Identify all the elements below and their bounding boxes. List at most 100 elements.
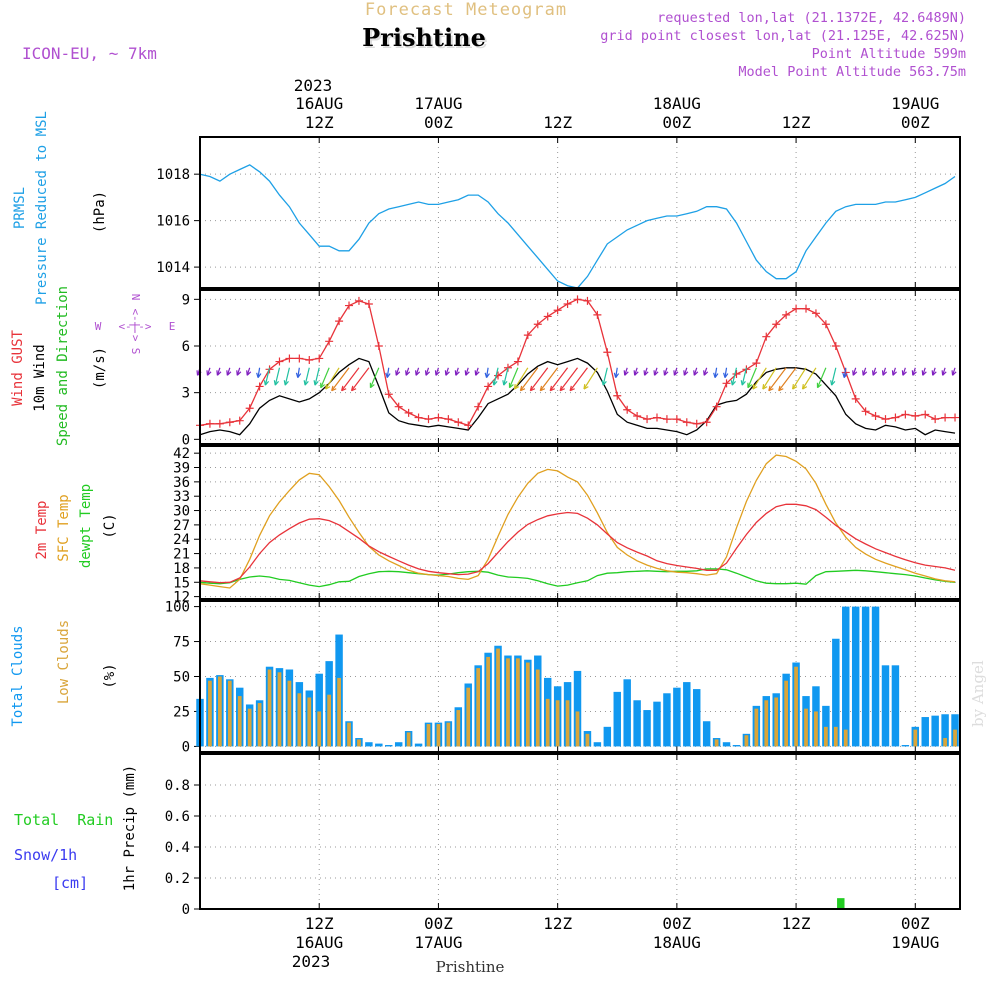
point-altitude: Point Altitude 599m bbox=[812, 46, 966, 62]
total-cloud-bar bbox=[842, 606, 850, 747]
low-cloud-bar bbox=[525, 662, 530, 747]
total-clouds-label: Total Clouds bbox=[10, 625, 26, 726]
wind-direction-arrow bbox=[768, 367, 787, 392]
wind-arrow-head bbox=[295, 372, 302, 378]
bottom-date-label: 16AUG bbox=[295, 933, 343, 952]
tsfc-label: SFC Temp bbox=[56, 494, 72, 561]
gust-marker bbox=[523, 331, 532, 340]
low-cloud-bar bbox=[833, 726, 838, 747]
wind-arrow-head bbox=[852, 370, 858, 376]
wind-arrow-head bbox=[762, 384, 768, 390]
gust-marker bbox=[752, 359, 761, 368]
wind-arrow-head bbox=[941, 370, 947, 376]
gust-marker bbox=[772, 320, 781, 329]
wind-arrow-head bbox=[492, 380, 498, 386]
gust-marker bbox=[513, 357, 522, 366]
top-hour-label: 00Z bbox=[662, 113, 691, 132]
low-cloud-bar bbox=[476, 668, 481, 747]
gust-marker bbox=[911, 412, 920, 420]
location-title: Prishtine bbox=[364, 25, 488, 54]
gust-marker bbox=[643, 415, 652, 424]
wind-arrow-head bbox=[653, 370, 659, 376]
total-cloud-bar bbox=[385, 745, 393, 747]
wind-direction-arrow bbox=[569, 367, 588, 392]
t2m-line bbox=[199, 503, 956, 584]
gust-marker bbox=[672, 415, 681, 424]
y-tick-label: 39 bbox=[173, 461, 190, 477]
y-tick-label: 100 bbox=[165, 600, 190, 616]
wind-arrow-head bbox=[369, 382, 375, 389]
gust-marker bbox=[821, 320, 830, 329]
gust-marker bbox=[951, 413, 960, 422]
low-cloud-bar bbox=[794, 666, 798, 747]
bottom-date-label: 19AUG bbox=[891, 933, 939, 952]
wind-arrow-head bbox=[643, 370, 649, 376]
wind-direction-arrow bbox=[284, 367, 290, 386]
low-cloud-bar bbox=[327, 694, 332, 747]
gust-marker bbox=[652, 413, 661, 422]
low-cloud-bar bbox=[426, 724, 431, 747]
gust-marker bbox=[881, 415, 890, 424]
wind-arrow-head bbox=[569, 385, 575, 392]
wind-arrow-head bbox=[816, 382, 822, 389]
low-cloud-bar bbox=[744, 735, 749, 747]
clouds-panel: 0 25 50 75 100 bbox=[165, 600, 961, 755]
clouds-unit: (%) bbox=[102, 663, 118, 688]
y-tick-label: 24 bbox=[173, 532, 190, 548]
wind-direction-arrow bbox=[762, 367, 777, 390]
wind-arrow-head bbox=[502, 380, 508, 386]
low-cloud-bar bbox=[804, 708, 808, 747]
wind-arrow-head bbox=[313, 380, 319, 386]
gust-marker bbox=[941, 413, 950, 422]
top-date-label: 19AUG bbox=[891, 94, 939, 113]
wind-direction-arrow bbox=[615, 367, 618, 378]
y-tick-label: 25 bbox=[173, 704, 190, 720]
gust-marker bbox=[454, 418, 463, 427]
y-tick-label: 18 bbox=[173, 561, 190, 577]
bottom-hour-label: 00Z bbox=[901, 914, 930, 933]
low-cloud-bar bbox=[357, 739, 361, 747]
wind-arrow-head bbox=[539, 385, 546, 392]
y-tick-label: 0.2 bbox=[165, 871, 190, 887]
wind-arrow-head bbox=[842, 372, 848, 378]
gust-marker bbox=[354, 296, 363, 305]
gust-marker bbox=[782, 310, 791, 319]
location-title: Prishtine bbox=[362, 23, 486, 52]
wind-arrow-head bbox=[519, 385, 526, 392]
bottom-hour-label: 12Z bbox=[305, 914, 334, 933]
gust-marker bbox=[235, 416, 244, 425]
wind-direction-arrow bbox=[386, 367, 390, 378]
y-tick-label: 21 bbox=[173, 547, 190, 563]
wind-direction-arrow bbox=[752, 367, 767, 390]
wind-arrow-head bbox=[454, 370, 460, 376]
total-cloud-bar bbox=[603, 726, 612, 747]
cloud-labels: Total Clouds Low Clouds (%) bbox=[10, 620, 118, 727]
low-cloud-bar bbox=[277, 672, 282, 747]
meteogram-subtitle: Forecast Meteogram bbox=[365, 0, 567, 20]
total-cloud-bar bbox=[613, 691, 621, 747]
wind-arrow-head bbox=[768, 385, 774, 392]
wind-direction-arrow bbox=[792, 367, 807, 390]
low-cloud-bar bbox=[307, 697, 312, 747]
panel-border bbox=[199, 753, 961, 910]
low-cloud-bar bbox=[218, 676, 222, 747]
wind-arrow-head bbox=[901, 370, 907, 376]
gust-marker bbox=[374, 342, 383, 350]
low-cloud-bar bbox=[843, 729, 848, 747]
y-tick-label: 0.8 bbox=[165, 778, 190, 794]
prmsl-label: PRMSL bbox=[12, 187, 28, 229]
low-cloud-bar bbox=[774, 697, 779, 747]
bottom-year: 2023 bbox=[292, 952, 331, 971]
wind-direction-arrow bbox=[741, 367, 747, 386]
top-date-label: 16AUG bbox=[295, 94, 343, 113]
wind-direction-arrow bbox=[314, 367, 320, 386]
low-cloud-bar bbox=[784, 680, 789, 747]
low-cloud-bar bbox=[406, 732, 411, 747]
wind-direction-arrow bbox=[559, 367, 578, 392]
requested-coords: requested lon,lat (21.1372E, 42.6489N) bbox=[657, 10, 966, 26]
wind-panel: 0 3 6 9 bbox=[182, 289, 961, 448]
gust-marker bbox=[384, 390, 393, 399]
low-cloud-bar bbox=[943, 738, 947, 747]
